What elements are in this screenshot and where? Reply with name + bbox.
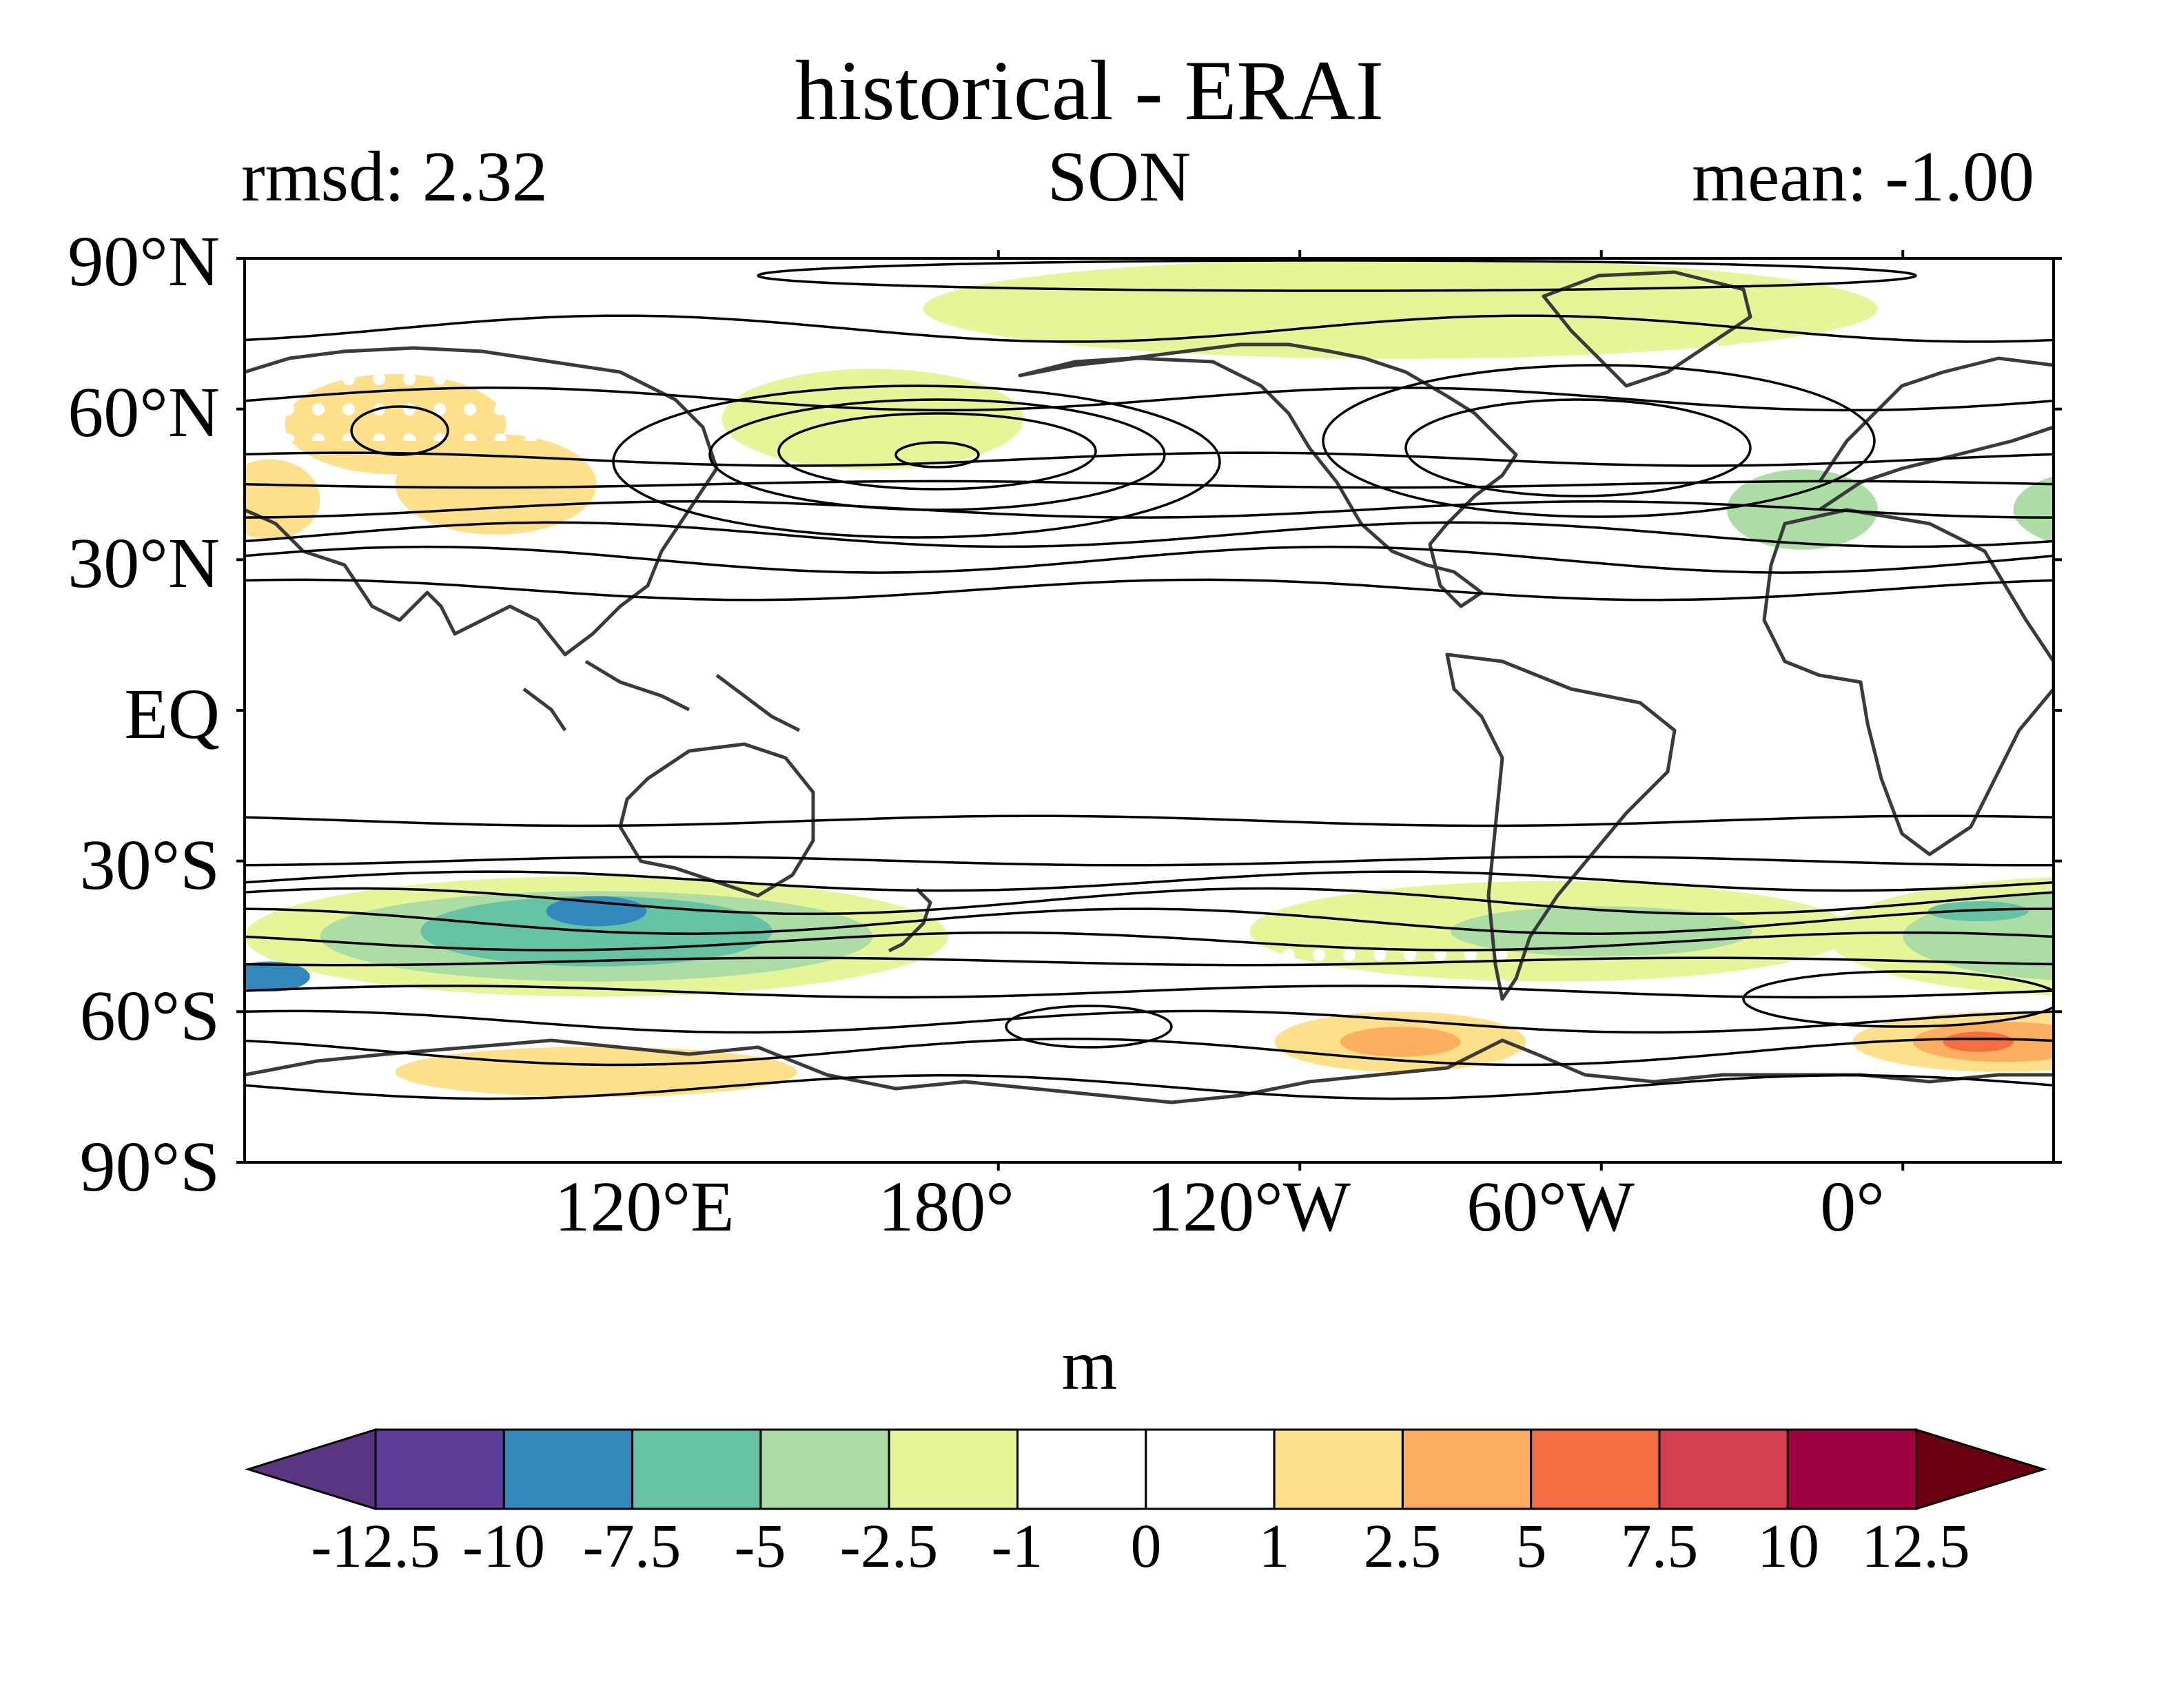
colorbar-swatch bbox=[1658, 1428, 1789, 1510]
y-tick-label: EQ bbox=[124, 675, 220, 754]
x-tick-label: 0° bbox=[1820, 1167, 1885, 1246]
colorbar-swatch bbox=[1786, 1428, 1918, 1510]
anomaly-patch bbox=[1340, 1027, 1461, 1057]
x-tick-label: 180° bbox=[878, 1167, 1014, 1246]
contour-line bbox=[245, 956, 2054, 967]
colorbar-swatch bbox=[759, 1428, 890, 1510]
contour-line bbox=[245, 814, 2054, 827]
stipple-region bbox=[1172, 944, 1516, 1006]
colorbar-extend-under bbox=[244, 1428, 377, 1511]
contour-line bbox=[245, 314, 2054, 343]
colorbar-tick-label: 5 bbox=[1515, 1512, 1547, 1581]
anomaly-patch bbox=[546, 896, 647, 927]
contour-line bbox=[245, 480, 2054, 489]
coastline-maritime-continent bbox=[522, 659, 801, 732]
closed-contour bbox=[1742, 970, 2054, 1028]
colorbar-extend-over bbox=[1915, 1428, 2047, 1511]
coastline-antarctica bbox=[245, 1038, 2054, 1104]
anomaly-patch bbox=[395, 434, 597, 535]
colorbar-swatch bbox=[1145, 1428, 1276, 1510]
contour-line bbox=[245, 451, 2054, 467]
colorbar-tick-label: -10 bbox=[462, 1512, 545, 1581]
colorbar-tick-label: -2.5 bbox=[839, 1512, 939, 1581]
colorbar-tick-label: 10 bbox=[1757, 1512, 1819, 1581]
anomaly-patch bbox=[2069, 404, 2179, 464]
coastline-new-zealand bbox=[888, 887, 932, 953]
map-tick-marks bbox=[236, 250, 2062, 1171]
colorbar-swatch bbox=[631, 1428, 762, 1510]
x-tick-label: 120°W bbox=[1147, 1167, 1351, 1246]
closed-contour bbox=[894, 441, 980, 469]
stipple-region bbox=[262, 324, 703, 441]
closed-contour bbox=[777, 412, 1097, 491]
colorbar-tick-label: -12.5 bbox=[311, 1512, 440, 1581]
colorbar-tick-label: -7.5 bbox=[582, 1512, 682, 1581]
colorbar bbox=[244, 1428, 2047, 1511]
anomaly-patch bbox=[1943, 1031, 2014, 1052]
anomaly-patch bbox=[395, 1047, 798, 1098]
anomaly-patch bbox=[245, 459, 320, 540]
contour-line bbox=[245, 578, 2054, 601]
colorbar-swatch bbox=[1273, 1428, 1404, 1510]
coastline-eurasia bbox=[245, 346, 2054, 657]
contour-line bbox=[245, 887, 2054, 916]
rmsd-label: rmsd: 2.32 bbox=[241, 137, 548, 216]
closed-contour bbox=[350, 405, 449, 456]
y-tick-label: 30°S bbox=[79, 825, 220, 905]
colorbar-tick-label: 0 bbox=[1130, 1512, 1162, 1581]
contour-line bbox=[245, 521, 2054, 548]
contour-line bbox=[245, 870, 2054, 892]
contour-line bbox=[245, 931, 2054, 951]
anomaly-patch bbox=[722, 369, 1024, 470]
closed-contour bbox=[708, 398, 1166, 511]
map-area bbox=[245, 258, 2179, 1162]
season-label: SON bbox=[1047, 137, 1191, 216]
colorbar-tick-label: 2.5 bbox=[1363, 1512, 1442, 1581]
x-tick-label: 120°E bbox=[554, 1167, 735, 1246]
anomaly-patch bbox=[2114, 901, 2179, 921]
closed-contour bbox=[1322, 364, 1876, 518]
closed-contour bbox=[1005, 1005, 1173, 1049]
contour-line bbox=[245, 545, 2054, 574]
closed-contour bbox=[757, 259, 1917, 292]
colorbar-swatch bbox=[502, 1428, 634, 1510]
anomaly-patch bbox=[2013, 475, 2054, 543]
contour-line bbox=[245, 985, 2054, 999]
contour-line bbox=[245, 907, 2054, 935]
y-tick-label: 90°N bbox=[68, 222, 220, 301]
colorbar-tick-label: 7.5 bbox=[1620, 1512, 1699, 1581]
closed-contour bbox=[612, 384, 1221, 539]
colorbar-tick-label: -5 bbox=[734, 1512, 786, 1581]
colorbar-tick-label: 12.5 bbox=[1861, 1512, 1970, 1581]
contour-line bbox=[245, 500, 2054, 519]
closed-contour bbox=[1404, 398, 1752, 497]
colorbar-swatch bbox=[1530, 1428, 1661, 1510]
coastline-south-america bbox=[1445, 652, 1677, 1001]
y-tick-label: 30°N bbox=[68, 524, 220, 603]
colorbar-swatch bbox=[888, 1428, 1019, 1510]
anomaly-patch bbox=[923, 258, 1878, 359]
y-tick-label: 60°S bbox=[79, 976, 220, 1056]
coastline-north-america bbox=[1018, 342, 1518, 608]
colorbar-swatch bbox=[374, 1428, 505, 1510]
colorbar-unit-label: m bbox=[1061, 1326, 1118, 1405]
contour-line bbox=[245, 855, 2054, 867]
colorbar-tick-label: -1 bbox=[991, 1512, 1043, 1581]
y-tick-label: 90°S bbox=[79, 1127, 220, 1206]
colorbar-swatch bbox=[1016, 1428, 1147, 1510]
mean-label: mean: -1.00 bbox=[1692, 137, 2034, 216]
closed-contours bbox=[350, 259, 2054, 1049]
contour-line bbox=[245, 1073, 2054, 1100]
contour-line bbox=[245, 387, 2054, 412]
x-tick-label: 60°W bbox=[1466, 1167, 1635, 1246]
coastline-greenland bbox=[1542, 270, 1752, 388]
colorbar-tick-label: 1 bbox=[1258, 1512, 1290, 1581]
colorbar-swatch bbox=[1401, 1428, 1533, 1510]
chart-title: historical - ERAI bbox=[795, 43, 1384, 138]
anomaly-patch bbox=[245, 961, 310, 992]
y-tick-label: 60°N bbox=[68, 373, 220, 452]
coastlines bbox=[245, 270, 2054, 1104]
coastline-africa bbox=[1762, 508, 2054, 856]
